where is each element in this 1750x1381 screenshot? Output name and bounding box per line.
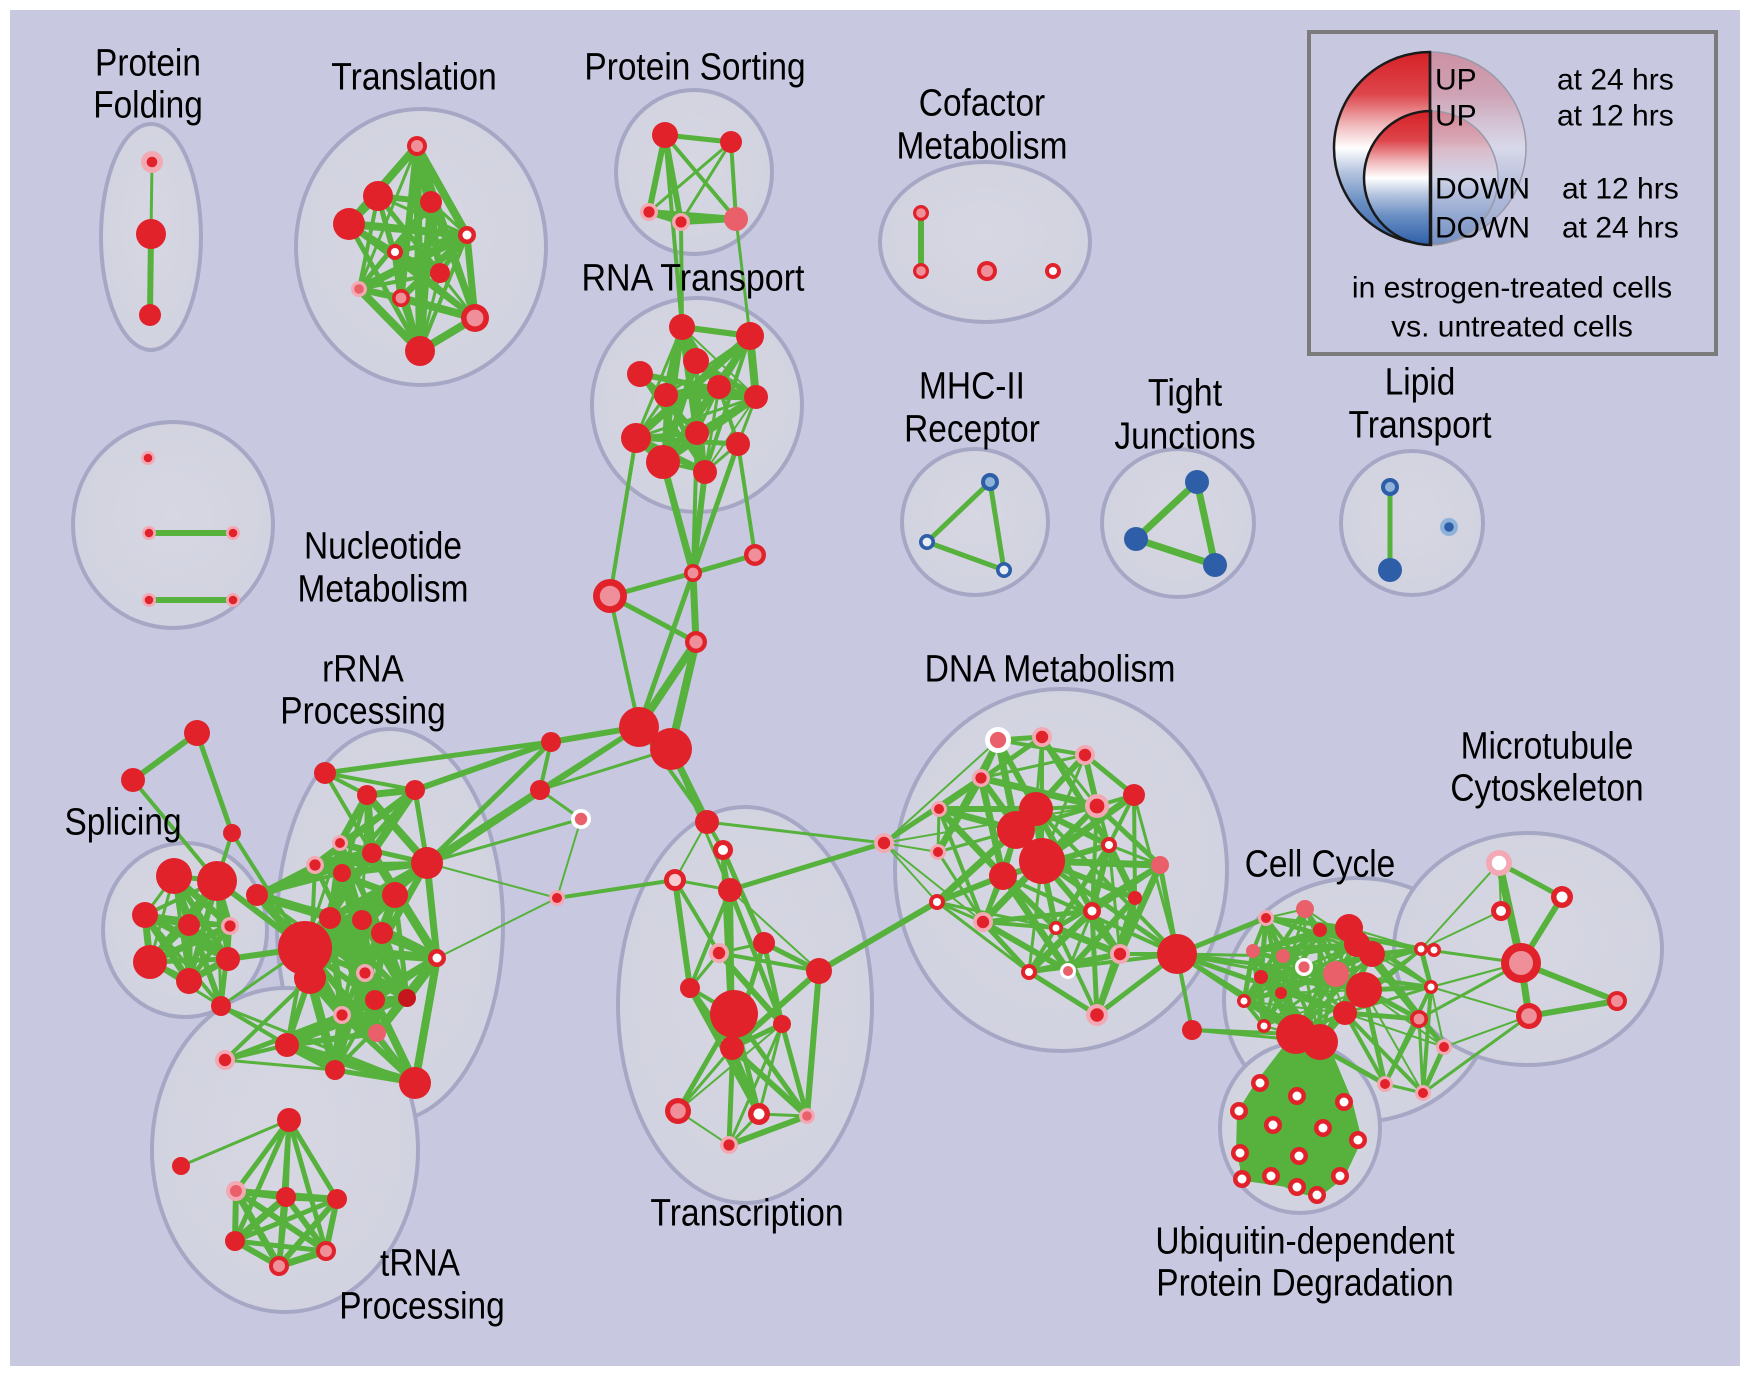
svg-text:RNA Transport: RNA Transport <box>582 258 805 300</box>
svg-text:Processing: Processing <box>280 691 445 733</box>
svg-text:Translation: Translation <box>331 57 496 99</box>
svg-text:MHC-II: MHC-II <box>919 366 1025 408</box>
svg-text:Metabolism: Metabolism <box>298 569 469 611</box>
svg-text:DNA Metabolism: DNA Metabolism <box>925 649 1176 691</box>
svg-text:Folding: Folding <box>93 85 203 127</box>
svg-text:vs. untreated cells: vs. untreated cells <box>1391 311 1633 344</box>
svg-text:Junctions: Junctions <box>1114 416 1255 458</box>
svg-text:Protein: Protein <box>95 43 201 85</box>
svg-text:Processing: Processing <box>339 1286 504 1328</box>
svg-text:Cofactor: Cofactor <box>919 83 1046 125</box>
svg-text:Ubiquitin-dependent: Ubiquitin-dependent <box>1155 1221 1455 1263</box>
svg-text:Microtubule: Microtubule <box>1461 726 1634 768</box>
svg-text:Receptor: Receptor <box>904 409 1040 451</box>
svg-text:DOWN: DOWN <box>1435 173 1530 206</box>
svg-text:Splicing: Splicing <box>64 802 181 844</box>
svg-text:Protein Degradation: Protein Degradation <box>1156 1263 1453 1305</box>
svg-text:at 12 hrs: at 12 hrs <box>1562 173 1679 206</box>
svg-text:Cell Cycle: Cell Cycle <box>1245 844 1396 886</box>
svg-text:Transport: Transport <box>1348 405 1491 447</box>
svg-text:Tight: Tight <box>1148 373 1223 415</box>
svg-text:at 12 hrs: at 12 hrs <box>1557 100 1674 133</box>
svg-text:rRNA: rRNA <box>322 649 404 691</box>
svg-text:UP: UP <box>1435 100 1477 133</box>
svg-text:Transcription: Transcription <box>650 1193 843 1235</box>
svg-text:UP: UP <box>1435 64 1477 97</box>
svg-text:at 24 hrs: at 24 hrs <box>1562 212 1679 245</box>
svg-text:Lipid: Lipid <box>1385 362 1456 404</box>
svg-text:at 24 hrs: at 24 hrs <box>1557 64 1674 97</box>
svg-text:tRNA: tRNA <box>380 1243 460 1285</box>
svg-text:Nucleotide: Nucleotide <box>304 526 462 568</box>
svg-text:Cytoskeleton: Cytoskeleton <box>1450 768 1643 810</box>
svg-text:in estrogen-treated cells: in estrogen-treated cells <box>1352 272 1672 305</box>
svg-text:Metabolism: Metabolism <box>897 126 1068 168</box>
svg-text:Protein Sorting: Protein Sorting <box>584 47 805 89</box>
svg-text:DOWN: DOWN <box>1435 212 1530 245</box>
